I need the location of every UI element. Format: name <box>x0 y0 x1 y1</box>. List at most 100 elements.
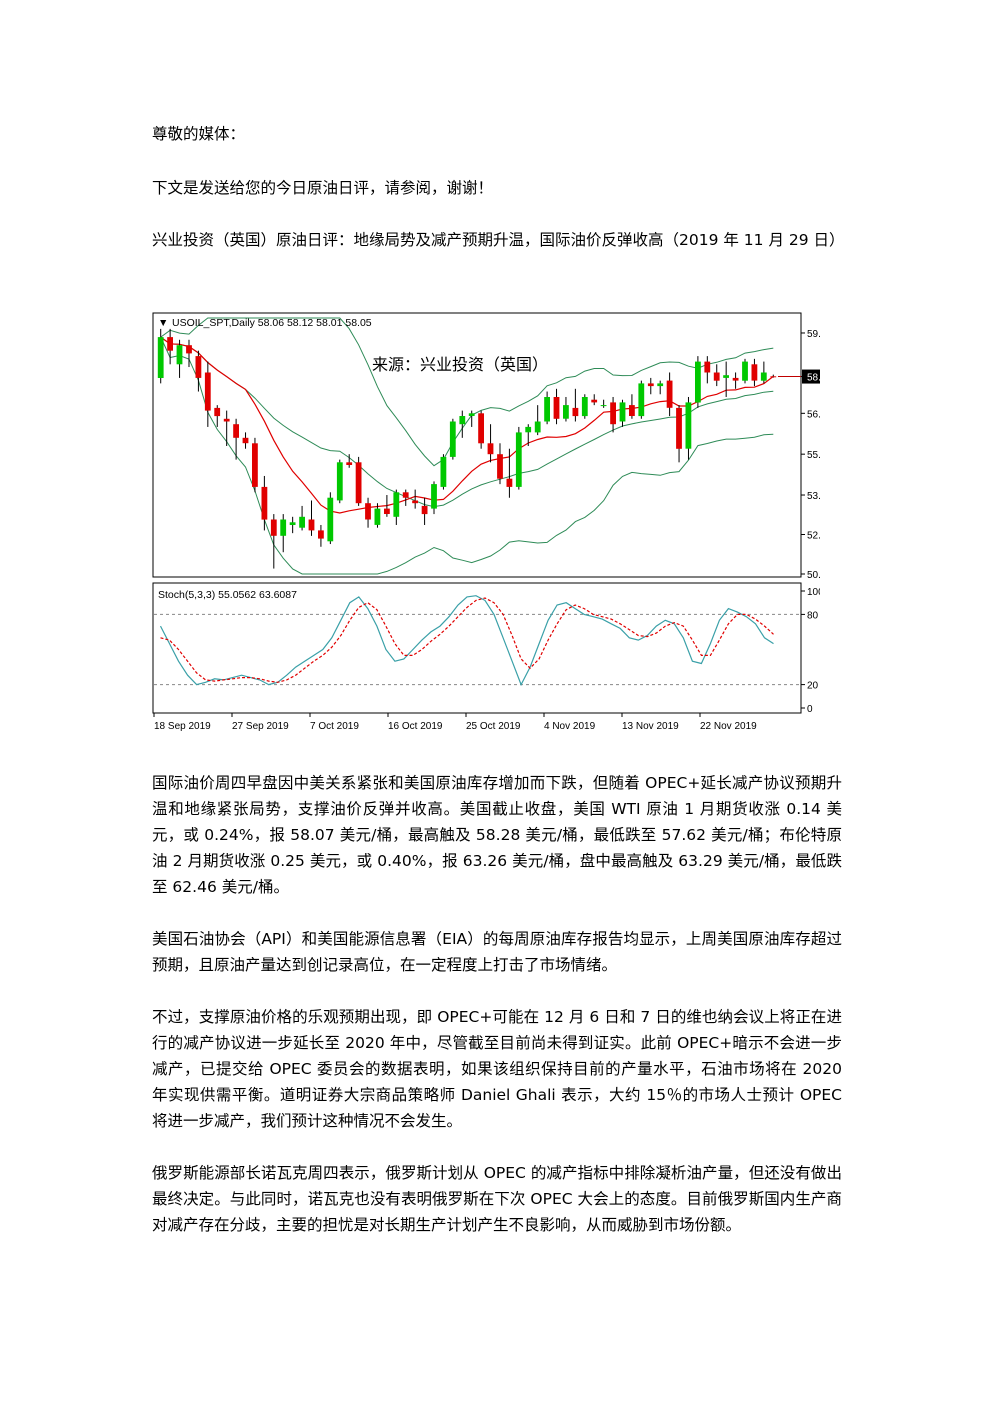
candle-body <box>610 402 616 425</box>
candle-body <box>393 492 400 517</box>
stoch-y-tick-label: 100 <box>807 587 820 598</box>
candle-body <box>214 407 221 417</box>
x-tick-label: 25 Oct 2019 <box>466 721 521 732</box>
candle-body <box>270 519 277 536</box>
paragraph-3: 不过，支撑原油价格的乐观预期出现，即 OPEC+可能在 12 月 6 日和 7 … <box>152 1008 842 1130</box>
candle-body <box>760 372 767 381</box>
x-tick-label: 16 Oct 2019 <box>388 721 443 732</box>
price-panel-frame <box>152 312 802 578</box>
candle-body <box>657 383 664 387</box>
paragraph-4: 俄罗斯能源部长诺瓦克周四表示，俄罗斯计划从 OPEC 的减产指标中排除凝析油产量… <box>152 1164 842 1234</box>
greeting: 尊敬的媒体： <box>152 125 246 143</box>
candle-body <box>167 337 173 351</box>
candle-body <box>525 426 532 433</box>
candle-body <box>468 413 475 416</box>
candle-body <box>402 492 409 498</box>
stoch-main-line <box>159 595 774 687</box>
stoch-y-tick-label: 80 <box>807 610 819 621</box>
candle-body <box>685 402 692 449</box>
candle-body <box>487 443 494 455</box>
y-tick-label: 50.80 <box>807 570 820 581</box>
candle-body <box>261 486 268 520</box>
candle-body <box>666 380 673 408</box>
oil-chart: 59.65 58.05 56.70 55.20 53.70 52.25 50.80 100 8… <box>150 310 820 740</box>
candle-body <box>355 462 362 504</box>
candle-body <box>581 397 588 417</box>
candle-body <box>242 437 249 444</box>
current-price-box <box>802 369 820 384</box>
candle-body <box>647 383 654 387</box>
candle-body <box>384 508 390 514</box>
candle-body <box>770 376 777 378</box>
candle-body <box>449 421 456 457</box>
headline: 兴业投资（英国）原油日评：地缘局势及减产预期升温，国际油价反弹收高（2019 年… <box>152 231 845 249</box>
candle-body <box>431 484 437 509</box>
stoch-panel-frame <box>152 582 802 714</box>
candle-body <box>563 405 569 419</box>
price-panel-title-marker: ▼ <box>158 317 168 329</box>
x-tick-label: 7 Oct 2019 <box>310 721 359 732</box>
candle-body <box>440 456 447 487</box>
candle-body <box>553 397 560 419</box>
candle-body <box>186 345 192 354</box>
candle-body <box>223 418 230 422</box>
y-tick-label: 56.70 <box>807 409 820 420</box>
x-tick-label: 13 Nov 2019 <box>622 721 679 732</box>
candle-body <box>742 361 748 381</box>
candle-body <box>365 503 371 520</box>
candle-body <box>327 497 334 542</box>
stochastic-lines <box>154 595 800 687</box>
candle-body <box>318 530 324 539</box>
candle-body <box>676 407 682 449</box>
stoch-y-tick-label: 20 <box>807 681 819 692</box>
candle-body <box>751 364 758 381</box>
candle-body <box>478 413 484 444</box>
candles <box>157 328 777 569</box>
stoch-y-tick-label: 0 <box>807 704 813 715</box>
candle-body <box>713 372 720 381</box>
x-tick-label: 4 Nov 2019 <box>544 721 596 732</box>
candle-body <box>289 522 296 525</box>
y-axis: 59.65 58.05 56.70 55.20 53.70 52.25 50.80 <box>778 329 820 581</box>
stoch-signal-line <box>160 597 774 683</box>
candle-body <box>412 500 418 504</box>
y-tick-label: 55.20 <box>807 450 820 461</box>
candle-body <box>704 361 711 373</box>
candle-body <box>195 356 202 378</box>
candle-body <box>176 345 183 365</box>
candle-body <box>280 519 287 536</box>
candle-body <box>308 519 315 531</box>
chart-svg: 59.65 58.05 56.70 55.20 53.70 52.25 50.80 100 8… <box>152 312 820 732</box>
paragraph-2: 美国石油协会（API）和美国能源信息署（EIA）的每周原油库存报告均显示，上周美… <box>152 930 842 974</box>
candle-body <box>629 405 635 416</box>
candle-body <box>544 397 550 422</box>
chart-source-annotation: 来源：兴业投资（英国） <box>372 355 548 374</box>
candle-body <box>299 516 305 528</box>
x-axis: 18 Sep 2019 27 Sep 2019 7 Oct 2019 16 Oct 2… <box>153 713 757 732</box>
candle-body <box>600 405 607 407</box>
candle-body <box>695 361 701 403</box>
candle-body <box>374 508 381 525</box>
stoch-y-axis: 100 80 20 0 <box>801 587 820 715</box>
candle-body <box>233 424 239 438</box>
y-tick-label: 53.70 <box>807 491 820 502</box>
upper-band-line <box>160 317 774 467</box>
x-tick-label: 22 Nov 2019 <box>700 721 757 732</box>
y-tick-label: 52.25 <box>807 531 820 542</box>
candle-body <box>619 402 626 422</box>
candle-body <box>638 383 645 417</box>
price-panel-title: USOIL_SPT,Daily 58.06 58.12 58.01 58.05 <box>172 317 372 329</box>
candle-body <box>723 375 729 378</box>
candle-body <box>506 478 513 487</box>
candle-body <box>732 377 739 381</box>
paragraph-1: 国际油价周四早盘因中美关系紧张和美国原油库存增加而下跌，但随着 OPEC+延长减… <box>152 774 842 896</box>
stoch-panel-title: Stoch(5,3,3) 55.0562 63.6087 <box>158 589 297 601</box>
candle-body <box>591 399 598 403</box>
x-tick-label: 27 Sep 2019 <box>232 721 289 732</box>
candle-body <box>204 372 211 411</box>
intro: 下文是发送给您的今日原油日评，请参阅，谢谢！ <box>152 179 494 197</box>
current-price-label: 58.05 <box>807 373 820 384</box>
candle-body <box>346 462 353 465</box>
y-tick-label: 59.65 <box>807 329 820 340</box>
candle-body <box>157 337 164 378</box>
